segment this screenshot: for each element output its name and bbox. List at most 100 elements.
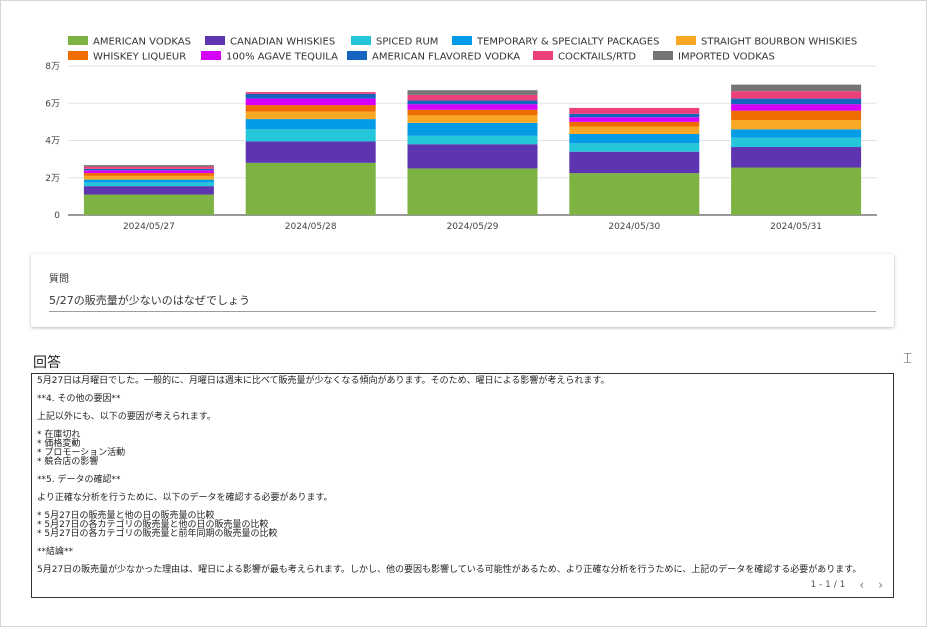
bar-segment <box>731 98 862 105</box>
bar-segment <box>731 129 862 138</box>
bar-segment <box>245 111 376 120</box>
question-input[interactable]: 5/27の販売量が少ないのはなぜでしょう <box>49 294 251 307</box>
x-tick-label: 2024/05/31 <box>770 222 822 232</box>
legend-label: STRAIGHT BOURBON WHISKIES <box>701 37 857 48</box>
answer-line <box>37 386 888 395</box>
bar-segment <box>245 162 376 215</box>
bar-segment <box>569 173 700 215</box>
pager: 1 - 1 / 1 ‹ › <box>810 578 883 592</box>
bar-segment <box>245 98 376 106</box>
y-tick-label: 4万 <box>45 137 60 147</box>
bar-segment <box>407 100 538 105</box>
answer-line: 5月27日の販売量が少なかった理由は、曜日による影響が最も考えられます。しかし、… <box>37 565 862 575</box>
answer-line <box>37 422 888 431</box>
legend-swatch <box>205 36 225 45</box>
legend-label: CANADIAN WHISKIES <box>230 37 335 48</box>
answer-line <box>37 539 888 548</box>
chart-bars <box>83 84 862 215</box>
answer-text: 5月27日は月曜日でした。一般的に、月曜日は週末に比べて販売量が少なくなる傾向が… <box>37 377 888 575</box>
bar-segment <box>407 104 538 110</box>
bar-segment <box>83 186 214 195</box>
legend-label: SPICED RUM <box>376 37 438 48</box>
x-tick-label: 2024/05/29 <box>447 222 499 232</box>
text-cursor-icon: ⌶ <box>903 349 913 367</box>
question-underline <box>49 311 876 312</box>
answer-line: **結論** <box>37 547 74 557</box>
answer-line: 上記以外にも、以下の要因が考えられます。 <box>37 412 216 422</box>
bar-segment <box>245 92 376 94</box>
y-tick-label: 6万 <box>45 99 60 109</box>
answer-line: * 5月27日の各カテゴリの販売量と他の日の販売量の比較 <box>37 520 269 530</box>
x-tick-label: 2024/05/28 <box>285 222 337 232</box>
legend-label: 100% AGAVE TEQUILA <box>226 52 338 63</box>
answer-line: より正確な分析を行うために、以下のデータを確認する必要があります。 <box>37 493 333 503</box>
bar-segment <box>83 179 214 183</box>
bar-segment <box>569 107 700 114</box>
answer-line: * 価格変動 <box>37 439 81 449</box>
bar-segment <box>407 168 538 215</box>
legend-swatch <box>351 36 371 45</box>
answer-line: * 競合店の影響 <box>37 457 99 467</box>
bar-segment <box>245 105 376 112</box>
bar-segment <box>407 90 538 95</box>
bar-segment <box>569 151 700 174</box>
bar-segment <box>83 175 214 180</box>
bar-segment <box>83 165 214 167</box>
bar-segment <box>83 173 214 176</box>
bar-segment <box>245 129 376 142</box>
bar-segment <box>245 93 376 99</box>
answer-box[interactable]: 5月27日は月曜日でした。一般的に、月曜日は週末に比べて販売量が少なくなる傾向が… <box>31 373 894 598</box>
bar-segment <box>83 170 214 174</box>
bar-segment <box>83 168 214 171</box>
bar-segment <box>83 194 214 215</box>
legend-swatch <box>347 51 367 60</box>
bar-segment <box>569 121 700 127</box>
legend-label: AMERICAN FLAVORED VODKA <box>372 52 520 63</box>
answer-title: 回答 <box>33 355 61 371</box>
legend-swatch <box>68 51 88 60</box>
bar-segment <box>569 117 700 122</box>
bar-segment <box>731 167 862 215</box>
bar-segment <box>407 94 538 101</box>
bar-segment <box>569 113 700 118</box>
chevron-right-icon[interactable]: › <box>878 578 883 592</box>
bar-segment <box>245 119 376 130</box>
pager-count: 1 - 1 / 1 <box>810 580 846 590</box>
question-card: 質問 5/27の販売量が少ないのはなぜでしょう <box>31 254 894 327</box>
answer-line: * 5月27日の各カテゴリの販売量と前年同期の販売量の比較 <box>37 529 278 539</box>
bar-segment <box>83 182 214 187</box>
bar-segment <box>731 110 862 121</box>
legend-swatch <box>201 51 221 60</box>
bar-segment <box>731 147 862 168</box>
legend-swatch <box>653 51 673 60</box>
chart-legend: AMERICAN VODKAS CANADIAN WHISKIES SPICED R… <box>68 36 857 63</box>
legend-label: COCKTAILS/RTD <box>558 52 636 63</box>
answer-line: * プロモーション活動 <box>37 448 126 458</box>
answer-line: **4. その他の要因** <box>37 394 121 404</box>
bar-segment <box>569 143 700 152</box>
chevron-left-icon[interactable]: ‹ <box>859 578 865 592</box>
answer-line: * 在庫切れ <box>37 430 81 440</box>
y-tick-label: 8万 <box>45 62 60 72</box>
bar-segment <box>407 109 538 116</box>
bar-segment <box>407 122 538 136</box>
x-tick-label: 2024/05/30 <box>608 222 660 232</box>
x-tick-label: 2024/05/27 <box>123 222 175 232</box>
bar-segment <box>731 84 862 92</box>
legend-swatch <box>533 51 553 60</box>
question-label: 質問 <box>49 274 69 285</box>
bar-segment <box>731 120 862 130</box>
bar-segment <box>245 141 376 163</box>
bar-segment <box>407 144 538 169</box>
answer-line: 5月27日は月曜日でした。一般的に、月曜日は週末に比べて販売量が少なくなる傾向が… <box>37 376 610 386</box>
bar-segment <box>569 133 700 144</box>
legend-label: AMERICAN VODKAS <box>93 37 191 48</box>
y-tick-label: 2万 <box>45 174 60 184</box>
legend-swatch <box>68 36 88 45</box>
answer-line <box>37 467 888 476</box>
legend-label: WHISKEY LIQUEUR <box>93 52 186 63</box>
answer-line: * 5月27日の販売量と他の日の販売量の比較 <box>37 511 215 521</box>
bar-segment <box>83 166 214 169</box>
bar-segment <box>407 135 538 145</box>
bar-segment <box>731 104 862 111</box>
